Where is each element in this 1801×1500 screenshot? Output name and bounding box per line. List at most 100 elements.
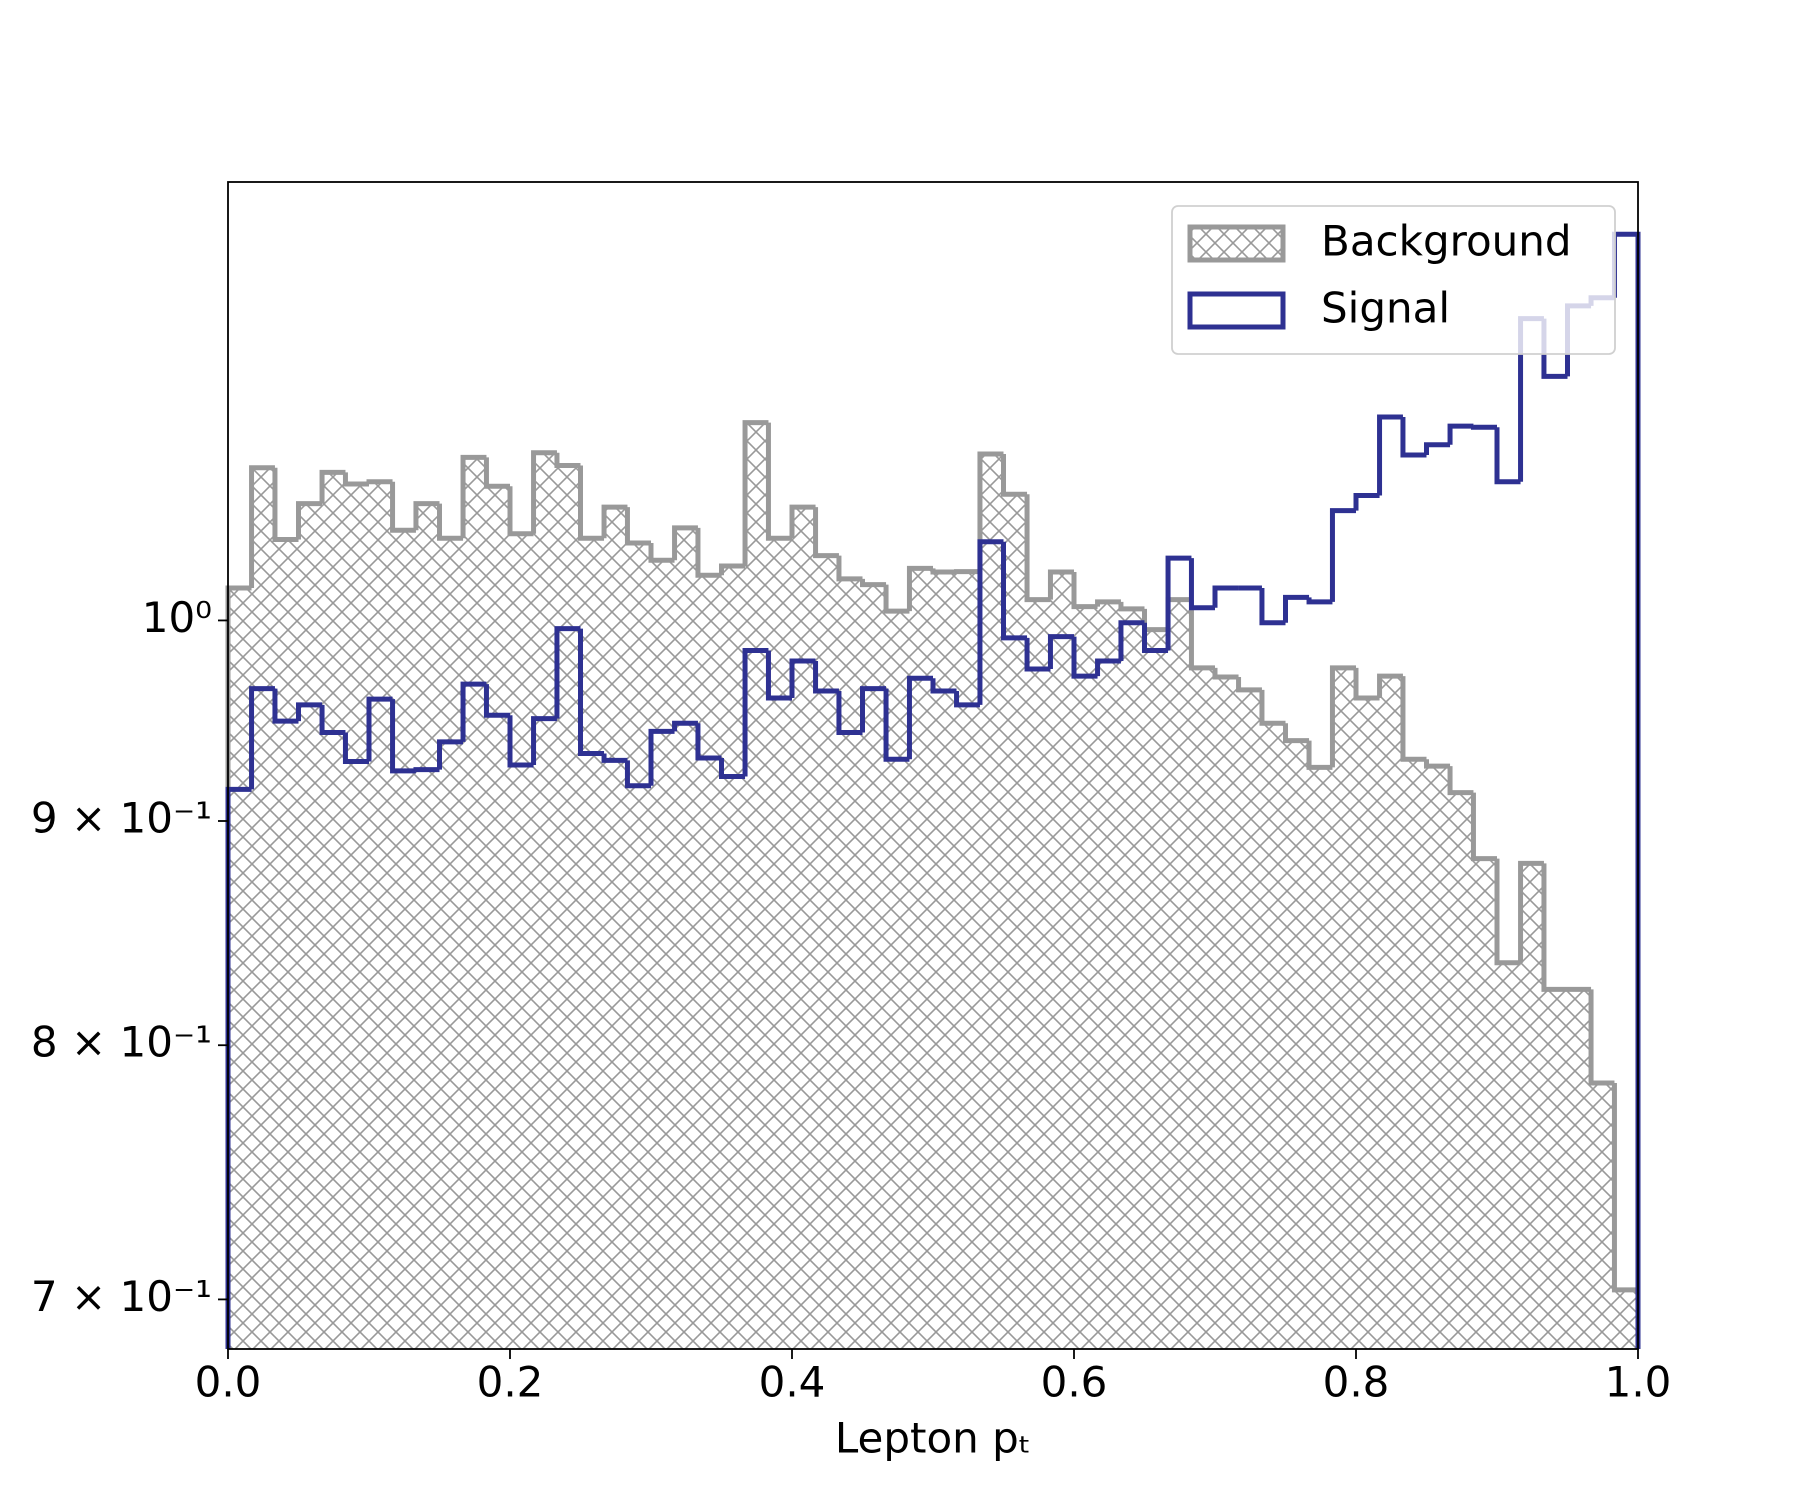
bar-outline bbox=[719, 757, 746, 779]
bar-outline bbox=[789, 504, 816, 539]
bar-outline bbox=[930, 568, 957, 575]
bar-outline bbox=[1424, 442, 1451, 455]
bar bbox=[674, 527, 698, 1349]
bar bbox=[697, 575, 722, 1349]
bar-outline bbox=[1353, 667, 1380, 701]
bar-outline bbox=[1377, 673, 1403, 698]
bar bbox=[1614, 1289, 1638, 1349]
bar-outline bbox=[930, 678, 957, 694]
bar-outline bbox=[1494, 427, 1521, 485]
bar bbox=[1567, 989, 1592, 1349]
bar-outline bbox=[437, 503, 464, 541]
bar-outline bbox=[695, 723, 722, 761]
bar-outline bbox=[249, 465, 275, 588]
bar-outline bbox=[342, 472, 369, 487]
bar-outline bbox=[1329, 508, 1356, 602]
bar-outline bbox=[249, 686, 275, 790]
bar-outline bbox=[1212, 667, 1239, 680]
bar bbox=[1215, 677, 1239, 1349]
bar bbox=[510, 533, 534, 1349]
bar bbox=[979, 453, 1004, 1349]
bar bbox=[298, 503, 323, 1349]
bar bbox=[1520, 863, 1544, 1349]
bar bbox=[1168, 599, 1192, 1349]
x-tick-label: 0.4 bbox=[759, 1358, 826, 1407]
bar-outline bbox=[319, 704, 346, 736]
bar-outline bbox=[906, 675, 933, 760]
bar bbox=[274, 539, 299, 1349]
bar-outline bbox=[742, 420, 769, 567]
bar-outline bbox=[1541, 863, 1568, 992]
bar-outline bbox=[836, 691, 863, 736]
bar-outline bbox=[624, 760, 651, 789]
bar-outline bbox=[1518, 860, 1544, 963]
bar bbox=[1591, 1082, 1615, 1349]
bar-outline bbox=[1400, 676, 1427, 762]
legend: Background Signal bbox=[1171, 205, 1616, 355]
bar-outline bbox=[1118, 601, 1145, 612]
bar-outline bbox=[1188, 599, 1215, 671]
bar bbox=[1402, 759, 1427, 1349]
bar bbox=[369, 481, 393, 1349]
bar-outline bbox=[1118, 620, 1145, 662]
bar-outline bbox=[390, 481, 416, 533]
bar-outline bbox=[1447, 423, 1474, 445]
bar-outline bbox=[483, 457, 510, 489]
x-axis-label: Lepton pₜ bbox=[835, 1414, 1031, 1463]
bar-outline bbox=[1283, 594, 1310, 623]
bar bbox=[1074, 606, 1098, 1349]
bar-outline bbox=[507, 486, 534, 537]
bar-outline bbox=[1400, 416, 1427, 458]
bar bbox=[1238, 689, 1262, 1349]
bar bbox=[1027, 599, 1051, 1349]
bar-outline bbox=[296, 702, 323, 722]
plot-frame bbox=[227, 181, 1639, 1350]
bar bbox=[228, 587, 252, 1349]
x-tick-label: 0.0 bbox=[195, 1358, 262, 1407]
bar bbox=[415, 503, 440, 1349]
bar-outline bbox=[1306, 740, 1333, 770]
bar bbox=[862, 584, 887, 1349]
bar bbox=[556, 465, 581, 1349]
bar-outline bbox=[836, 555, 863, 582]
bar-outline bbox=[765, 650, 792, 701]
bar-outline bbox=[1236, 677, 1262, 693]
bar-outline bbox=[1447, 766, 1474, 796]
bar bbox=[604, 507, 628, 1349]
bar-outline bbox=[1306, 597, 1333, 605]
bar-outline bbox=[1377, 414, 1403, 496]
bar-outline bbox=[460, 454, 487, 539]
bar-outline bbox=[765, 422, 792, 541]
bar-outline bbox=[672, 525, 698, 561]
bar-outline bbox=[1071, 571, 1098, 610]
bar bbox=[486, 486, 510, 1349]
bar-outline bbox=[672, 720, 698, 732]
bar bbox=[838, 578, 863, 1349]
bar bbox=[1191, 667, 1215, 1349]
bar bbox=[1473, 858, 1497, 1349]
bar-outline bbox=[413, 501, 440, 531]
bar bbox=[1285, 740, 1310, 1349]
bar bbox=[933, 571, 957, 1349]
bar-outline bbox=[742, 648, 769, 777]
bar-outline bbox=[1024, 494, 1051, 603]
bar-outline bbox=[531, 450, 557, 534]
bar bbox=[651, 560, 675, 1349]
legend-swatch bbox=[1187, 291, 1286, 330]
bar-outline bbox=[813, 507, 839, 559]
bar bbox=[1003, 494, 1028, 1350]
bar-outline bbox=[1212, 585, 1239, 608]
bar bbox=[251, 467, 275, 1350]
bar bbox=[1543, 989, 1568, 1349]
x-tick-label: 0.2 bbox=[477, 1358, 544, 1407]
bar-outline bbox=[437, 739, 464, 770]
bar-outline bbox=[695, 527, 722, 578]
bar bbox=[721, 566, 746, 1349]
bar-outline bbox=[390, 699, 416, 774]
bar-outline bbox=[1095, 658, 1121, 677]
bar-outline bbox=[578, 628, 605, 756]
bar-outline bbox=[554, 452, 581, 468]
bar-outline bbox=[860, 578, 887, 588]
bar bbox=[439, 538, 464, 1349]
